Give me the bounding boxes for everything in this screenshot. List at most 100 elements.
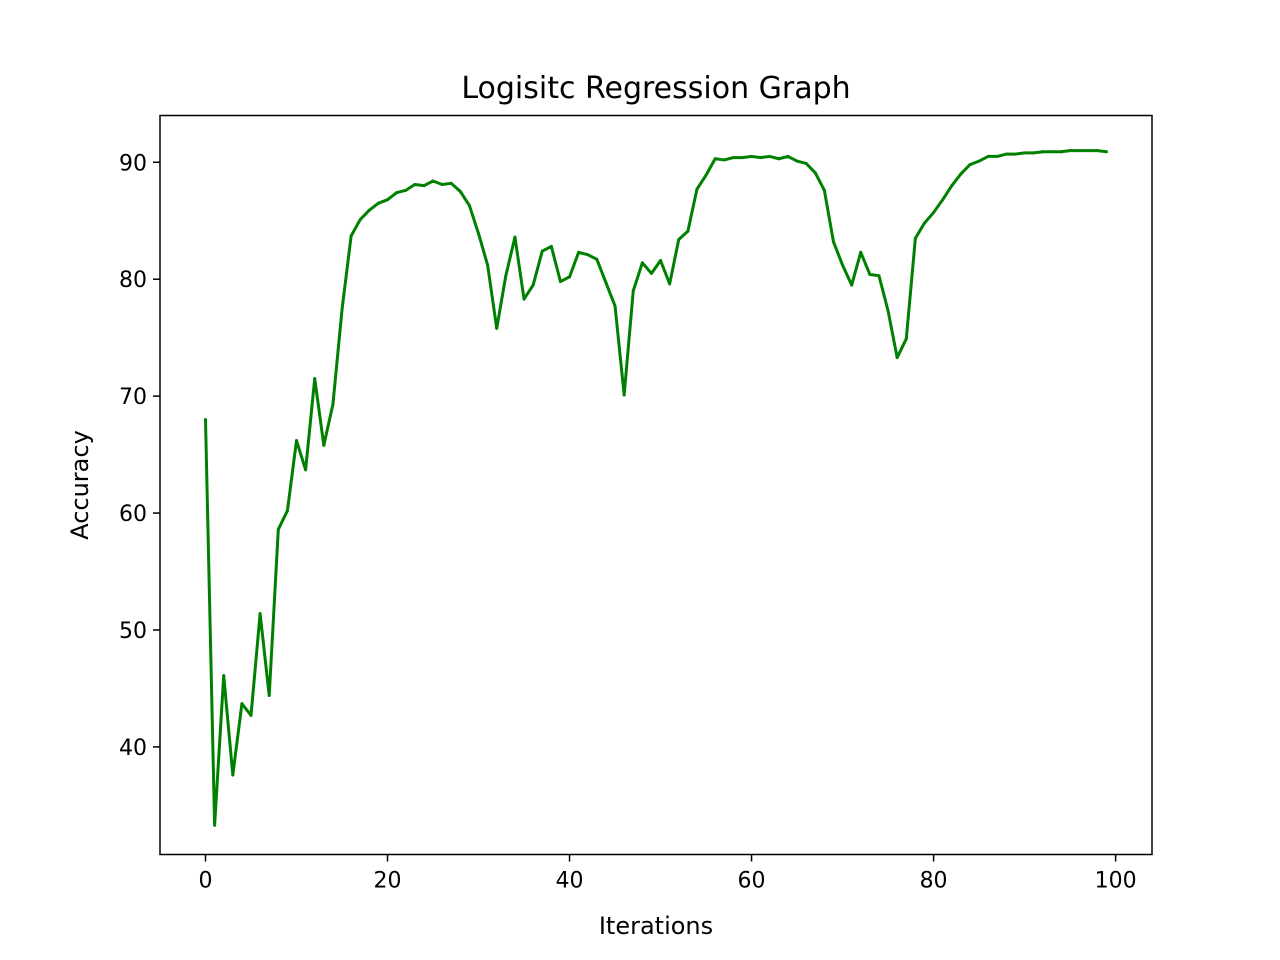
y-tick-label: 50 — [119, 619, 147, 644]
accuracy-data-point — [276, 527, 280, 531]
accuracy-data-point — [695, 187, 699, 191]
accuracy-data-point — [258, 612, 262, 616]
plot-frame — [159, 114, 1153, 856]
accuracy-data-point — [713, 157, 717, 161]
accuracy-data-point — [376, 201, 380, 205]
accuracy-data-point — [1050, 150, 1054, 154]
accuracy-data-point — [449, 181, 453, 185]
accuracy-data-point — [613, 304, 617, 308]
accuracy-data-point — [913, 236, 917, 240]
accuracy-data-point — [549, 244, 553, 248]
accuracy-data-point — [777, 157, 781, 161]
accuracy-data-point — [577, 250, 581, 254]
accuracy-data-point — [404, 188, 408, 192]
accuracy-data-point — [895, 356, 899, 360]
accuracy-data-point — [440, 182, 444, 186]
accuracy-data-point — [267, 693, 271, 697]
accuracy-data-point — [513, 235, 517, 239]
accuracy-data-point — [922, 221, 926, 225]
accuracy-data-point — [1105, 150, 1108, 154]
accuracy-data-point — [622, 393, 626, 397]
accuracy-data-point — [431, 179, 435, 183]
accuracy-data-point — [604, 281, 608, 285]
x-tick-label: 60 — [738, 869, 766, 894]
accuracy-data-point — [304, 468, 308, 472]
x-tick-label: 0 — [199, 869, 213, 894]
accuracy-data-point — [677, 237, 681, 241]
accuracy-data-point — [1023, 151, 1027, 155]
accuracy-data-point — [804, 161, 808, 165]
accuracy-data-point — [240, 702, 244, 706]
y-tick-label: 80 — [119, 268, 147, 293]
accuracy-data-point — [477, 232, 481, 236]
accuracy-data-point — [731, 156, 735, 160]
accuracy-data-point — [768, 154, 772, 158]
accuracy-data-point — [850, 283, 854, 287]
accuracy-data-point — [1013, 152, 1017, 156]
accuracy-data-point — [568, 275, 572, 279]
accuracy-data-point — [659, 258, 663, 262]
accuracy-data-point — [640, 261, 644, 265]
accuracy-data-point — [668, 282, 672, 286]
accuracy-data-point — [831, 240, 835, 244]
accuracy-data-point — [467, 204, 471, 208]
accuracy-data-point — [340, 308, 344, 312]
x-axis-label: Iterations — [599, 912, 713, 940]
x-tick-label: 40 — [556, 869, 584, 894]
accuracy-data-point — [1077, 149, 1081, 153]
accuracy-data-point — [1004, 152, 1008, 156]
accuracy-data-point — [558, 280, 562, 284]
accuracy-data-point — [595, 257, 599, 261]
chart-title: Logisitc Regression Graph — [461, 71, 850, 106]
accuracy-data-point — [540, 249, 544, 253]
accuracy-data-point — [704, 173, 708, 177]
x-tick-label: 80 — [920, 869, 948, 894]
tick-layer: 0 20 40 60 80 100 40 50 60 70 80 90 — [119, 151, 1137, 893]
accuracy-data-point — [959, 172, 963, 176]
accuracy-data-point — [1068, 149, 1072, 153]
accuracy-data-point — [1041, 150, 1045, 154]
accuracy-data-point — [786, 154, 790, 158]
accuracy-data-point — [285, 509, 289, 513]
accuracy-data-point — [413, 182, 417, 186]
accuracy-data-point — [932, 211, 936, 215]
accuracy-data-point — [495, 326, 499, 330]
accuracy-data-point — [422, 184, 426, 188]
accuracy-data-point — [586, 253, 590, 257]
accuracy-data-point — [486, 263, 490, 267]
accuracy-data-point — [213, 823, 217, 827]
accuracy-data-point — [841, 263, 845, 267]
x-tick-label: 100 — [1095, 869, 1137, 894]
accuracy-data-point — [331, 402, 335, 406]
accuracy-data-point — [349, 234, 353, 238]
accuracy-data-point — [859, 250, 863, 254]
accuracy-data-point — [1086, 149, 1090, 153]
accuracy-data-point — [631, 289, 635, 293]
accuracy-data-point — [649, 271, 653, 275]
accuracy-data-point — [722, 158, 726, 162]
accuracy-data-point — [759, 156, 763, 160]
y-tick-label: 70 — [119, 385, 147, 410]
accuracy-data-point — [986, 154, 990, 158]
accuracy-data-point — [904, 337, 908, 341]
accuracy-data-point — [886, 309, 890, 313]
x-tick-label: 20 — [374, 869, 402, 894]
accuracy-data-point — [941, 198, 945, 202]
accuracy-data-point — [868, 273, 872, 277]
accuracy-data-point — [367, 208, 371, 212]
accuracy-data-point — [531, 283, 535, 287]
plot-area — [160, 115, 1152, 855]
accuracy-data-point — [458, 190, 462, 193]
accuracy-data-point — [1032, 151, 1036, 155]
accuracy-data-point — [222, 674, 226, 678]
accuracy-data-point — [504, 274, 508, 278]
accuracy-data-point — [249, 713, 253, 717]
y-tick-label: 40 — [119, 736, 147, 761]
accuracy-data-point — [358, 218, 362, 222]
accuracy-data-point — [795, 159, 799, 163]
accuracy-data-point — [322, 443, 326, 447]
accuracy-data-point — [1059, 150, 1063, 154]
accuracy-data-point — [386, 198, 390, 202]
y-tick-label: 90 — [119, 151, 147, 176]
